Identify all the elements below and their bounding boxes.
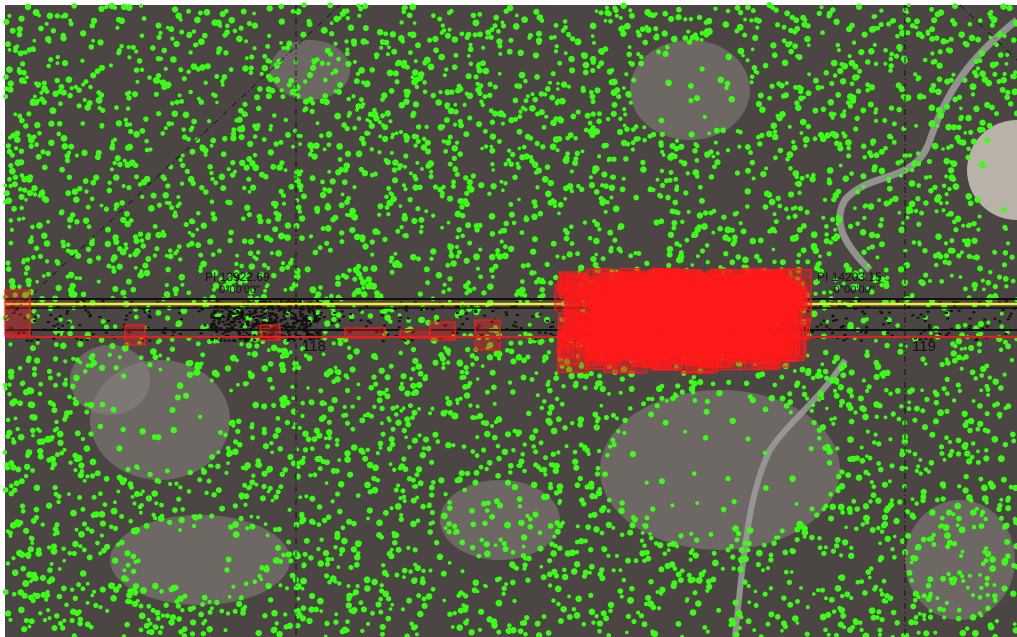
bare-ground-patch xyxy=(70,345,150,415)
clearing xyxy=(967,120,1017,220)
deflection-angle-right: -0°00'00" xyxy=(830,284,875,296)
station-label-left: 118 xyxy=(302,338,326,355)
bare-ground-patch xyxy=(630,40,750,140)
corridor-lines xyxy=(5,298,1017,338)
bare-ground-patch xyxy=(600,390,840,550)
bare-ground-patch xyxy=(905,500,1015,620)
station-label-right: 119 xyxy=(912,338,936,355)
pi-label-right: PI 14203.15 xyxy=(817,270,882,284)
pi-label-left: PI 13922.69 xyxy=(205,270,270,284)
vegetation-conflict-markers xyxy=(4,267,812,374)
station-lines xyxy=(4,4,1017,637)
bare-ground-patch xyxy=(440,480,560,560)
trail-path xyxy=(836,17,1017,273)
deflection-angle-left: 0°00'00" xyxy=(219,284,260,296)
grid-diagonal xyxy=(959,4,1017,61)
